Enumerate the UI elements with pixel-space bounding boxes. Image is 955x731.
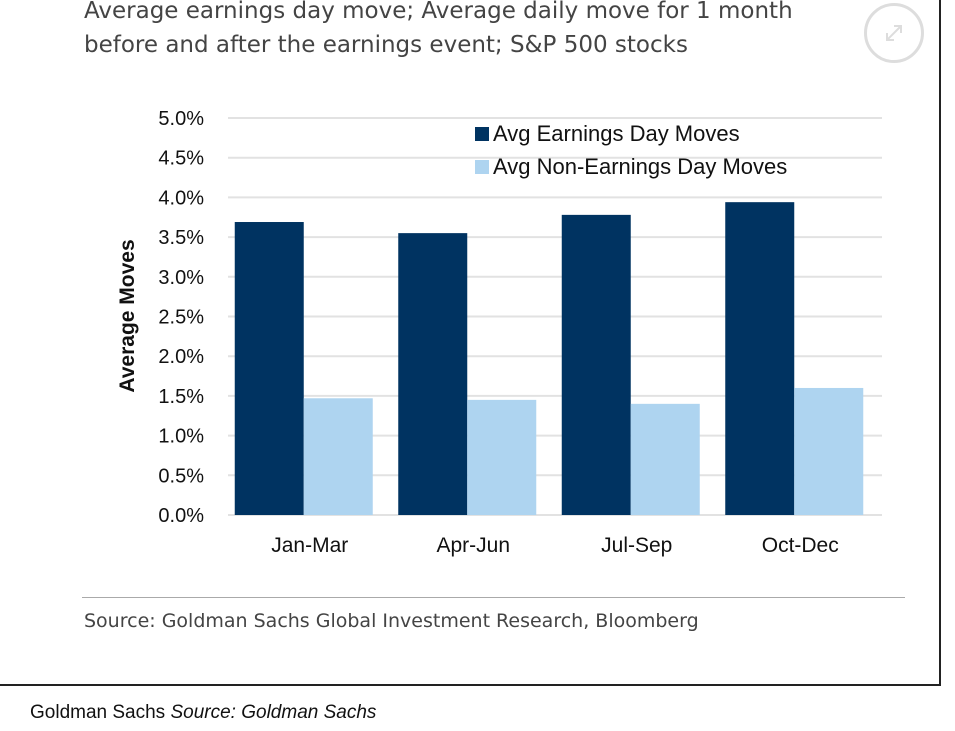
bar-earnings [234,222,304,515]
x-tick-label: Jan-Mar [271,534,348,557]
expand-button[interactable] [864,3,924,63]
y-tick-label: 4.0% [158,187,204,209]
y-tick-label: 3.0% [158,267,204,289]
legend-swatch [475,160,489,174]
y-tick-label: 2.5% [158,307,204,329]
image-caption: Goldman Sachs Source: Goldman Sachs [30,702,376,724]
y-tick-label: 5.0% [158,108,204,130]
y-tick-label: 2.0% [158,346,204,368]
chart-title: Average earnings day move; Average daily… [84,0,793,58]
bar-earnings [398,233,468,515]
legend-label: Avg Non-Earnings Day Moves [493,154,787,179]
y-tick-label: 0.0% [158,505,204,527]
x-tick-label: Oct-Dec [762,534,839,557]
y-tick-label: 0.5% [158,465,204,487]
bar-earnings [561,214,631,516]
bar-non-earnings [303,398,373,515]
bar-non-earnings [794,387,864,515]
bar-non-earnings [467,399,537,515]
bar-earnings [725,202,795,515]
y-tick-label: 1.0% [158,426,204,448]
y-tick-label: 4.5% [158,148,204,170]
legend-swatch [475,127,489,141]
bar-non-earnings [630,403,700,515]
caption-credit: Goldman Sachs [30,702,166,723]
legend-label: Avg Earnings Day Moves [493,121,740,146]
chart-source: Source: Goldman Sachs Global Investment … [84,610,699,632]
expand-icon [886,25,902,41]
x-tick-label: Jul-Sep [601,534,672,557]
x-tick-label: Apr-Jun [436,534,510,557]
chart-card: Average earnings day move; Average daily… [0,0,941,686]
y-tick-label: 3.5% [158,227,204,249]
bar-chart: 0.0% 0.5% 1.0% 1.5% 2.0% 2.5% 3.0% 3.5% 4.0% 4.5%… [116,108,882,557]
y-axis-label: Average Moves [116,239,139,392]
divider [82,597,905,598]
caption-source: Source: Goldman Sachs [170,702,377,723]
y-tick-label: 1.5% [158,386,204,408]
